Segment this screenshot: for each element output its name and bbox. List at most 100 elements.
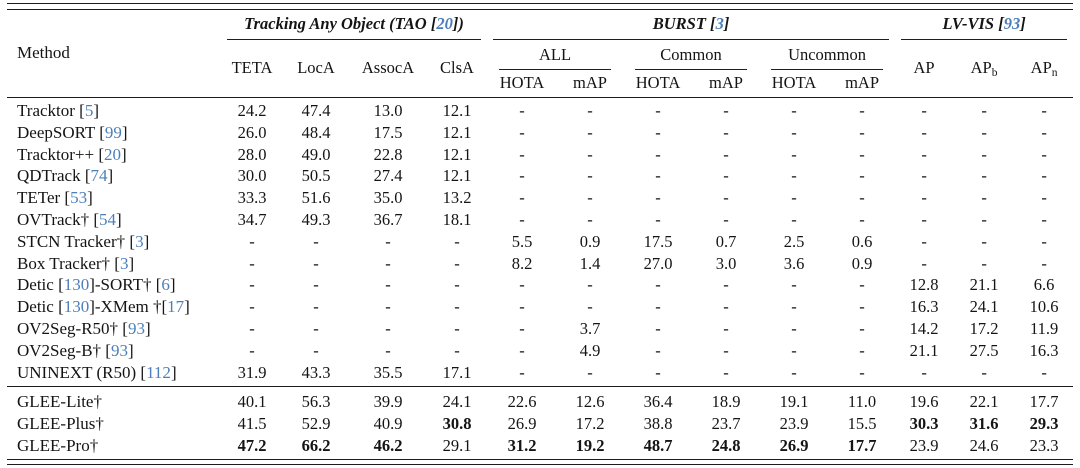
value-cell: -	[921, 166, 927, 186]
tao-group-header: Tracking Any Object (TAO [20])	[221, 10, 487, 40]
value-cell: 0.6	[851, 231, 873, 251]
value-cell: 26.9	[507, 414, 537, 434]
value-cell: -	[1041, 362, 1047, 382]
method-cell: UNINEXT (R50) [112]	[7, 362, 221, 387]
citation-link[interactable]: 6	[161, 275, 170, 295]
value-cell: -	[454, 253, 460, 273]
value-cell: 12.1	[442, 101, 472, 120]
citation-link[interactable]: 3	[715, 13, 724, 33]
value-cell: -	[859, 166, 865, 186]
table-row: Tracktor++ [20] 28.0 49.0 22.8 12.1 - - - - - - - - -	[7, 144, 1073, 166]
value-cell: -	[921, 188, 927, 208]
column-header-apb: APb	[953, 39, 1016, 98]
value-cell: 26.0	[237, 122, 267, 142]
method-name-text: ]	[121, 122, 128, 142]
value-cell: 48.4	[301, 122, 331, 142]
value-cell: -	[519, 101, 525, 120]
value-cell: -	[655, 166, 661, 186]
method-name-text: ]-SORT† [	[89, 275, 162, 295]
method-name-text: ]-XMem †[	[89, 297, 168, 317]
value-cell: 35.5	[373, 362, 403, 382]
value-cell: 34.7	[237, 209, 267, 229]
value-cell: 17.2	[575, 414, 605, 434]
citation-link[interactable]: 93	[110, 340, 128, 360]
value-cell: -	[791, 166, 797, 186]
value-cell: -	[859, 340, 865, 360]
citation-link[interactable]: 3	[119, 253, 129, 273]
value-cell: -	[859, 122, 865, 142]
table-row: Tracktor [5] 24.2 47.4 13.0 12.1 - - - - - - - - -	[7, 98, 1073, 122]
method-column-header: Method	[7, 9, 221, 98]
value-cell: -	[249, 340, 255, 360]
value-cell: -	[859, 362, 865, 382]
method-name-text: GLEE-Lite†	[17, 392, 102, 412]
method-name-text: DeepSORT [	[17, 122, 105, 142]
header-group-row: Method Tracking Any Object (TAO [20]) BU…	[7, 9, 1073, 98]
value-cell: -	[519, 318, 525, 338]
benchmark-results-table-figure: Method Tracking Any Object (TAO [20]) BU…	[7, 3, 1074, 466]
citation-link[interactable]: 5	[84, 101, 94, 120]
value-cell: 17.7	[1015, 386, 1074, 414]
value-cell: -	[249, 275, 255, 295]
value-cell: -	[519, 275, 525, 295]
top-double-rule	[7, 3, 1073, 10]
citation-link[interactable]: 93	[127, 318, 145, 338]
value-cell: -	[313, 297, 319, 317]
method-cell: GLEE-Plus†	[7, 413, 221, 435]
method-cell: DeepSORT [99]	[7, 122, 221, 144]
value-cell: -	[385, 275, 391, 295]
value-cell: 50.5	[301, 166, 331, 186]
value-cell: -	[655, 318, 661, 338]
citation-link[interactable]: 3	[135, 231, 144, 251]
method-cell: OVTrack† [54]	[7, 209, 221, 231]
value-cell: 3.6	[783, 253, 805, 273]
value-cell: 18.1	[442, 209, 472, 229]
value-cell: 14.2	[909, 318, 939, 338]
value-cell: 49.3	[301, 209, 331, 229]
table-row: GLEE-Pro† 47.2 66.2 46.2 29.1 31.2 19.2 48.7 24.…	[7, 435, 1073, 457]
method-cell: GLEE-Pro†	[7, 435, 221, 457]
citation-link[interactable]: 20	[104, 144, 122, 164]
value-cell: -	[981, 122, 987, 142]
value-cell: 12.8	[909, 275, 939, 295]
value-cell: 11.0	[829, 386, 896, 414]
value-cell: 47.4	[301, 101, 331, 120]
table-row: DeepSORT [99] 26.0 48.4 17.5 12.1 - - - - - - - - -	[7, 122, 1073, 144]
column-header-teta: TETA	[221, 39, 283, 98]
citation-link[interactable]: 130	[63, 297, 90, 317]
value-cell: -	[921, 122, 927, 142]
method-name-text: OVTrack† [	[17, 209, 100, 229]
value-cell: -	[655, 362, 661, 382]
citation-link[interactable]: 93	[1003, 13, 1021, 33]
value-cell: -	[249, 318, 255, 338]
citation-link[interactable]: 74	[90, 166, 108, 186]
table-row: UNINEXT (R50) [112] 31.9 43.3 35.5 17.1 - - - - -…	[7, 362, 1073, 387]
citation-link[interactable]: 17	[167, 297, 185, 317]
value-cell: -	[981, 166, 987, 186]
value-cell: 40.9	[373, 414, 403, 434]
value-cell: -	[1041, 122, 1047, 142]
value-cell: 48.7	[643, 435, 673, 455]
citation-link[interactable]: 112	[146, 362, 171, 382]
value-cell: -	[723, 209, 729, 229]
value-cell: 22.1	[953, 386, 1016, 414]
value-cell: -	[859, 144, 865, 164]
citation-link[interactable]: 53	[70, 188, 88, 208]
method-name-text: GLEE-Pro†	[17, 435, 99, 455]
burst-group-header: BURST [3]	[487, 10, 895, 40]
value-cell: -	[249, 231, 255, 251]
citation-link[interactable]: 99	[104, 122, 122, 142]
value-cell: 19.6	[895, 386, 954, 414]
citation-link[interactable]: 20	[436, 13, 453, 33]
column-header-hota: HOTA	[759, 69, 829, 98]
value-cell: -	[454, 275, 460, 295]
value-cell: -	[587, 122, 593, 142]
citation-link[interactable]: 130	[63, 275, 90, 295]
value-cell: -	[454, 340, 460, 360]
value-cell: -	[1041, 166, 1047, 186]
value-cell: -	[385, 340, 391, 360]
value-cell: -	[655, 209, 661, 229]
column-header-clsa: ClsA	[427, 39, 487, 98]
value-cell: 15.5	[847, 414, 877, 434]
citation-link[interactable]: 54	[99, 209, 117, 229]
